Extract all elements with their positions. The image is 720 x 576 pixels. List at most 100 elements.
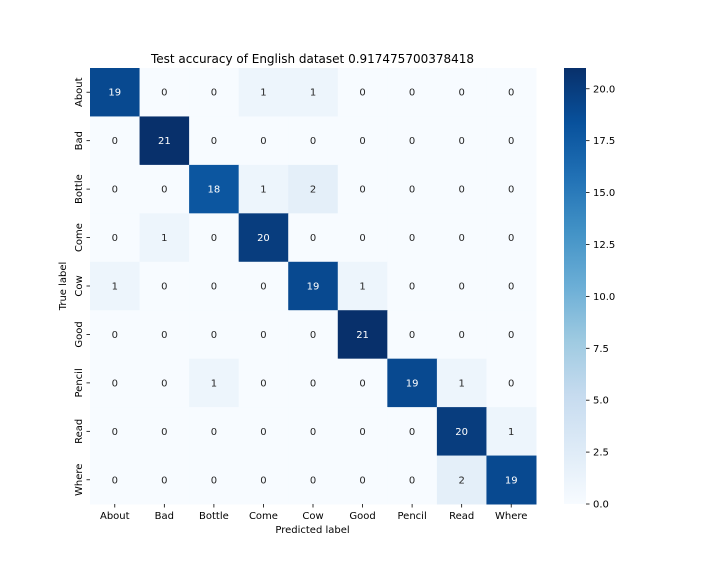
heatmap-cell	[486, 116, 537, 166]
x-axis-ticks: About Bad Bottle Come Cow Good Pencil Read Where	[100, 504, 527, 522]
heatmap-cell	[387, 358, 438, 408]
heatmap-cell	[189, 164, 240, 214]
heatmap-cell	[139, 68, 190, 117]
cell-value-label: 0	[359, 185, 365, 196]
heatmap-cell	[337, 116, 388, 166]
cell-value-label: 0	[211, 136, 217, 147]
heatmap-cell	[139, 407, 190, 457]
cell-value-label: 0	[112, 475, 118, 486]
cell-value-label: 18	[208, 185, 221, 196]
cell-value-label: 0	[458, 282, 464, 293]
heatmap-cell	[387, 407, 438, 457]
cell-value-label: 0	[310, 233, 316, 244]
heatmap-cell	[288, 310, 339, 360]
y-tick-label: Good	[74, 321, 85, 347]
cell-value-label: 0	[409, 185, 415, 196]
cell-value-label: 0	[508, 233, 514, 244]
cell-value-label: 1	[260, 185, 266, 196]
heatmap-cell	[337, 310, 388, 360]
heatmap-cell	[238, 68, 289, 117]
colorbar-tick-label: 15.0	[593, 188, 615, 199]
cell-value-label: 0	[260, 378, 266, 389]
heatmap-cell	[486, 164, 537, 214]
cell-value-label: 0	[458, 185, 464, 196]
x-tick-label: Bad	[155, 511, 174, 522]
cell-value-label: 0	[310, 378, 316, 389]
y-tick-label: Come	[74, 223, 85, 252]
heatmap-cell	[238, 261, 289, 311]
y-tick-label: Where	[74, 464, 85, 496]
x-axis-label: Predicted label	[275, 525, 349, 536]
heatmap-cell	[337, 407, 388, 457]
cell-value-label: 19	[406, 378, 419, 389]
heatmap-cell	[436, 261, 487, 311]
cell-value-label: 19	[307, 282, 320, 293]
cell-value-label: 0	[310, 136, 316, 147]
y-tick-label: Bottle	[74, 174, 85, 204]
cell-value-label: 0	[112, 136, 118, 147]
y-axis-label: True label	[58, 262, 69, 312]
cell-value-label: 0	[409, 136, 415, 147]
cell-value-label: 0	[359, 88, 365, 99]
y-tick-label: About	[74, 77, 85, 107]
heatmap-cell	[486, 68, 537, 117]
heatmap-cell	[436, 455, 487, 505]
cell-value-label: 0	[409, 475, 415, 486]
cell-value-label: 0	[211, 88, 217, 99]
y-tick-label: Cow	[74, 275, 85, 296]
cell-value-label: 0	[211, 330, 217, 341]
cell-value-label: 19	[108, 88, 121, 99]
heatmap-cell	[90, 261, 141, 311]
cell-value-label: 0	[409, 427, 415, 438]
heatmap-cell	[387, 164, 438, 214]
heatmap-cell	[90, 116, 141, 166]
colorbar-tick-label: 0.0	[593, 500, 609, 511]
cell-value-label: 0	[359, 136, 365, 147]
heatmap-cell	[189, 213, 240, 263]
colorbar-tick-label: 7.5	[593, 344, 609, 355]
heatmap-cell	[189, 358, 240, 408]
colorbar-tick-label: 5.0	[593, 396, 609, 407]
heatmap-cell	[288, 68, 339, 117]
heatmap-cell	[288, 455, 339, 505]
cell-value-label: 0	[112, 427, 118, 438]
heatmap-cell	[90, 213, 141, 263]
heatmap-cell	[189, 455, 240, 505]
heatmap-cell	[486, 407, 537, 457]
heatmap-cell	[337, 358, 388, 408]
cell-value-label: 1	[211, 378, 217, 389]
cell-value-label: 0	[359, 378, 365, 389]
heatmap-cell	[288, 358, 339, 408]
cell-value-label: 0	[508, 136, 514, 147]
cell-value-label: 0	[161, 282, 167, 293]
heatmap-cell	[288, 261, 339, 311]
cell-value-label: 0	[409, 88, 415, 99]
y-tick-label: Bad	[74, 131, 85, 150]
heatmap-cell	[436, 358, 487, 408]
cell-value-label: 0	[508, 330, 514, 341]
heatmap-cell	[238, 213, 289, 263]
heatmap-cell	[486, 310, 537, 360]
cell-value-label: 0	[260, 282, 266, 293]
x-tick-label: Come	[249, 511, 278, 522]
heatmap-cell	[139, 455, 190, 505]
cell-value-label: 0	[310, 427, 316, 438]
cell-value-label: 0	[508, 378, 514, 389]
cell-value-label: 0	[458, 88, 464, 99]
cell-value-label: 0	[409, 233, 415, 244]
heatmap-cell	[189, 116, 240, 166]
cell-value-label: 1	[260, 88, 266, 99]
cell-value-label: 21	[158, 136, 171, 147]
heatmap-cell	[387, 455, 438, 505]
heatmap-cell	[288, 407, 339, 457]
cell-value-label: 1	[112, 282, 118, 293]
y-axis-ticks: About Bad Bottle Come Cow Good Pencil Read Where	[74, 77, 90, 496]
colorbar: 0.0 2.5 5.0 7.5 10.0 12.5 15.0 17.5 20.0	[564, 68, 615, 511]
cell-value-label: 1	[161, 233, 167, 244]
heatmap-cell	[139, 213, 190, 263]
heatmap-cell	[139, 310, 190, 360]
cell-value-label: 0	[310, 475, 316, 486]
x-tick-label: About	[100, 511, 130, 522]
heatmap-cells: 19 0 0 1 1 0 0 0 00 21 0 0 0 0 0 0 00 0 18 1 2 0 0 0 00 1 0 20 0 0 0 0 0…	[90, 68, 537, 505]
